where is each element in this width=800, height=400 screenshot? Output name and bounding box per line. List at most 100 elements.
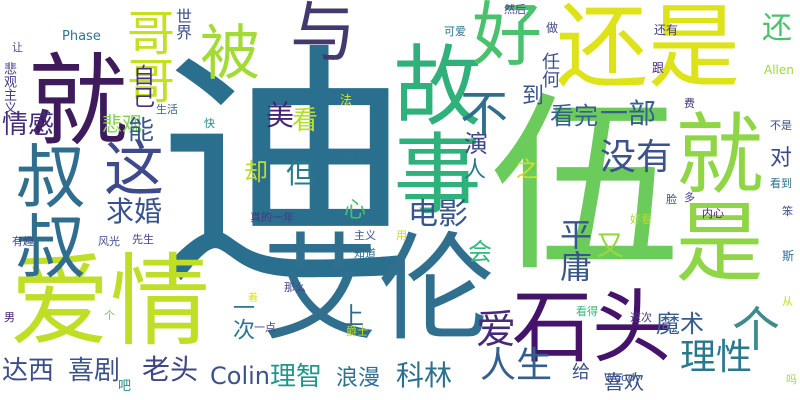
word: 不: [460, 86, 509, 142]
word: 脸: [666, 193, 677, 206]
word: 完全: [344, 153, 366, 166]
word: 给: [572, 362, 590, 383]
word: 就是: [661, 108, 764, 284]
word: 理性: [680, 337, 753, 378]
word: 世界: [173, 8, 192, 40]
word: 只: [312, 69, 325, 83]
word: 喜剧: [68, 356, 121, 386]
word: 对: [770, 146, 793, 171]
word: Allen: [764, 63, 794, 77]
word: 求婚: [106, 195, 163, 228]
word: 看完: [550, 102, 598, 130]
word: 爵士: [346, 325, 368, 338]
word: 上: [340, 302, 364, 330]
word: 男: [4, 311, 15, 324]
word: 有趣: [12, 235, 34, 248]
word: 看得: [576, 305, 598, 318]
word: 快: [204, 117, 215, 130]
word: 科林: [396, 359, 453, 392]
word: 被: [200, 19, 260, 89]
word: 哥哥: [118, 8, 174, 104]
word: 石头: [512, 281, 672, 374]
word: 演: [464, 130, 488, 158]
word: 还: [762, 11, 792, 46]
word: 风光: [98, 235, 120, 248]
word: 不是: [770, 119, 792, 132]
word: 没有: [600, 137, 673, 178]
word: 个: [104, 309, 115, 322]
word: 个: [732, 302, 781, 358]
word: 悲观主义: [1, 62, 16, 114]
word: 先生: [132, 233, 154, 246]
word: 浪漫: [336, 366, 381, 391]
word: 看: [292, 106, 319, 136]
word: 心: [344, 198, 367, 223]
word: 喜欢: [604, 370, 644, 394]
word: 内心: [702, 207, 724, 220]
word: 情感: [2, 110, 55, 140]
word: 法: [340, 93, 353, 107]
word: 故事: [379, 40, 482, 216]
word: 还是: [556, 0, 741, 101]
word: 还有: [654, 23, 679, 37]
word: 跟: [652, 61, 665, 75]
word: 然后: [504, 3, 526, 16]
word: 好看: [630, 213, 652, 226]
word: 但: [286, 157, 315, 190]
word: 知道: [354, 247, 376, 260]
word: 能: [128, 116, 155, 146]
word: 平庸: [555, 218, 593, 282]
word: 吗: [786, 373, 797, 386]
word: 人: [464, 158, 487, 183]
word: Phase: [62, 29, 101, 44]
word: 着: [248, 293, 258, 304]
word: 那么: [284, 281, 306, 294]
word: 这次: [630, 311, 652, 324]
word: 老头: [142, 353, 199, 386]
word: 费: [684, 97, 695, 110]
word: 魔术: [656, 310, 704, 338]
word: 与: [290, 0, 356, 71]
word: 艾伦: [262, 222, 494, 357]
word: 却: [244, 158, 268, 186]
word: 真的一年: [250, 211, 294, 224]
word: 之: [516, 158, 539, 183]
word: 让: [12, 41, 23, 54]
word: 叔叔: [4, 140, 86, 280]
word: Colin: [210, 362, 270, 390]
word: 看到: [770, 177, 792, 190]
word: 会: [468, 238, 492, 266]
word: 又: [596, 229, 625, 262]
word: 美: [266, 99, 295, 132]
word: 伍: [490, 76, 681, 297]
word: 悲观: [102, 112, 142, 136]
word: 多: [684, 191, 695, 204]
word: 迪: [158, 21, 416, 321]
word: 一点: [254, 321, 276, 334]
word: 爱: [476, 307, 516, 353]
word: 用: [396, 229, 407, 242]
word: 任何: [539, 52, 560, 88]
word: 人生: [480, 345, 553, 386]
word: 做: [546, 21, 559, 35]
word: 生活: [156, 103, 178, 116]
word: 理智: [270, 362, 323, 392]
word: 这: [104, 135, 164, 205]
word: 可爱: [444, 25, 466, 38]
word: 到: [522, 84, 545, 109]
word: 从: [782, 295, 793, 308]
word: 达西: [2, 356, 55, 386]
word: 吧: [118, 379, 132, 394]
word: 主义: [354, 229, 376, 242]
word: 斯: [782, 249, 795, 263]
word: 笨: [782, 205, 793, 218]
word: 电影: [408, 197, 468, 232]
word: 一次: [229, 296, 254, 340]
word: 就: [28, 43, 128, 160]
word: 一部: [600, 97, 657, 130]
word: Woody: [604, 371, 642, 384]
word: 爱情: [10, 243, 210, 360]
word: 自己: [129, 64, 154, 108]
word: 好: [472, 0, 542, 76]
